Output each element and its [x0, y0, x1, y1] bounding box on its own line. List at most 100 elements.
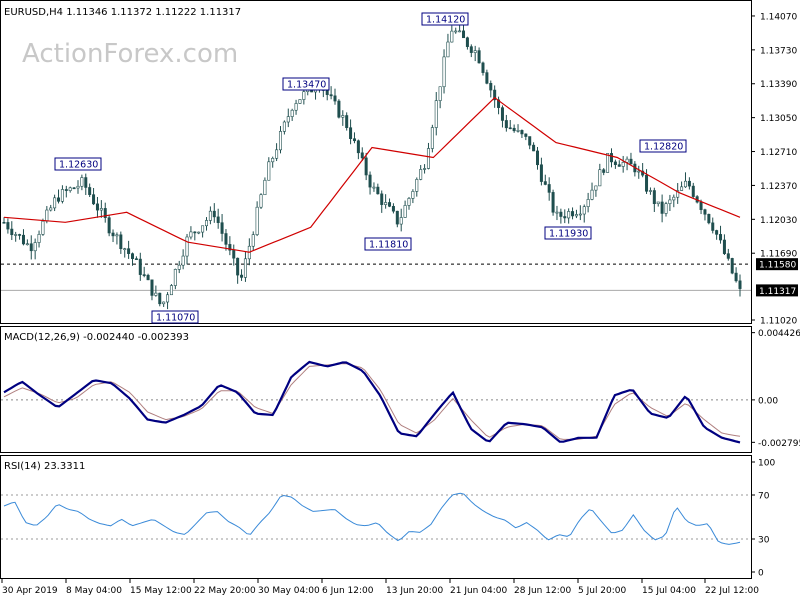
price-annotation-label: 1.11070: [156, 313, 195, 324]
candle-body: [84, 177, 88, 188]
candle-body: [72, 187, 76, 190]
x-tick-label: 6 Jun 12:00: [322, 586, 374, 596]
price-annotation-label: 1.11810: [369, 240, 408, 251]
x-tick-label: 8 May 04:00: [66, 586, 122, 596]
hline-price-box: [756, 258, 798, 271]
candle-body: [465, 37, 469, 47]
candle-body: [177, 264, 181, 270]
macd-y-axis: 0.004426 0.00 -0.002795: [751, 329, 800, 449]
x-tick-label: 15 Jul 04:00: [642, 586, 696, 596]
candle-body: [57, 197, 61, 202]
candle-body: [726, 253, 730, 259]
rsi-tick-label: 70: [758, 492, 770, 502]
hline-price-label: 1.11580: [759, 261, 796, 271]
candle-body: [325, 90, 329, 95]
candle-body: [286, 116, 290, 123]
candle-body: [142, 274, 146, 276]
price-annotation-label: 1.12630: [59, 160, 98, 171]
candle-body: [539, 164, 543, 182]
x-axis: 30 Apr 2019 8 May 04:00 15 May 12:00 22 May…: [1, 579, 759, 596]
candle-body: [337, 100, 341, 118]
candle-body: [29, 243, 33, 252]
candle-body: [282, 121, 286, 132]
candle-body: [423, 168, 427, 170]
candle-body: [668, 199, 672, 204]
candle-body: [341, 115, 345, 118]
candle-body: [360, 152, 364, 159]
candle-body: [536, 150, 540, 166]
candle-body: [240, 274, 244, 278]
candle-body: [220, 222, 224, 234]
candle-body: [181, 255, 185, 266]
candle-body: [6, 222, 10, 230]
candle-body: [232, 249, 236, 259]
candle-body: [516, 130, 520, 132]
candle-body: [504, 120, 508, 129]
price-tick-label: 1.14070: [760, 12, 797, 22]
candle-body: [2, 222, 6, 224]
candle-body: [543, 181, 547, 185]
price-grid: [1, 263, 751, 291]
candle-body: [197, 231, 201, 234]
candle-body: [146, 274, 150, 281]
candle-body: [699, 201, 703, 210]
candle-body: [204, 220, 208, 227]
candle-body: [574, 214, 578, 217]
candle-body: [617, 164, 621, 167]
candle-body: [629, 158, 633, 165]
candle-body: [271, 157, 275, 163]
candle-body: [524, 133, 528, 137]
watermark: ActionForex.com: [22, 39, 238, 69]
candle-body: [76, 185, 80, 189]
candle-body: [127, 248, 131, 254]
rsi-tick-label: 0: [758, 569, 764, 579]
candle-body: [711, 222, 715, 231]
rsi-lines: [3, 492, 741, 545]
price-tick-label: 1.12030: [760, 216, 797, 226]
rsi-tick-label: 30: [758, 536, 770, 546]
candle-body: [251, 234, 255, 247]
candle-body: [462, 30, 466, 39]
candle-body: [154, 292, 158, 296]
candle-body: [80, 177, 84, 187]
candle-body: [602, 169, 606, 173]
candle-body: [37, 234, 41, 243]
candle-body: [508, 127, 512, 130]
candle-body: [193, 231, 197, 234]
candle-body: [64, 189, 68, 191]
candle-body: [528, 136, 532, 146]
candle-body: [388, 202, 392, 207]
candle-body: [123, 248, 127, 250]
candle-body: [555, 211, 559, 214]
x-tick-label: 13 Jun 20:00: [386, 586, 443, 596]
candle-body: [500, 107, 504, 121]
candle-body: [189, 231, 193, 238]
candle-body: [434, 100, 438, 128]
candle-body: [111, 232, 115, 237]
candle-body: [438, 86, 442, 101]
price-tick-label: 1.11020: [760, 317, 797, 327]
candle-body: [216, 216, 220, 223]
candle-body: [290, 109, 294, 117]
candle-body: [391, 206, 395, 212]
candle-body: [278, 131, 282, 151]
price-annotation-box: [639, 139, 687, 153]
candle-body: [485, 72, 489, 84]
candle-body: [173, 269, 177, 286]
candle-body: [637, 170, 641, 173]
candle-body: [715, 230, 719, 235]
candle-body: [613, 161, 617, 165]
macd-main-line: [3, 360, 741, 444]
candle-body: [267, 161, 271, 181]
candle-body: [734, 272, 738, 282]
candle-body: [294, 103, 298, 111]
candle-body: [411, 191, 415, 199]
x-tick-label: 22 May 20:00: [194, 586, 256, 596]
candle-body: [212, 210, 216, 218]
candle-body: [150, 279, 154, 296]
current-price-label: 1.11317: [759, 287, 796, 297]
candle-body: [477, 50, 481, 64]
candle-body: [426, 148, 430, 169]
candle-body: [138, 258, 142, 275]
candle-body: [730, 258, 734, 274]
